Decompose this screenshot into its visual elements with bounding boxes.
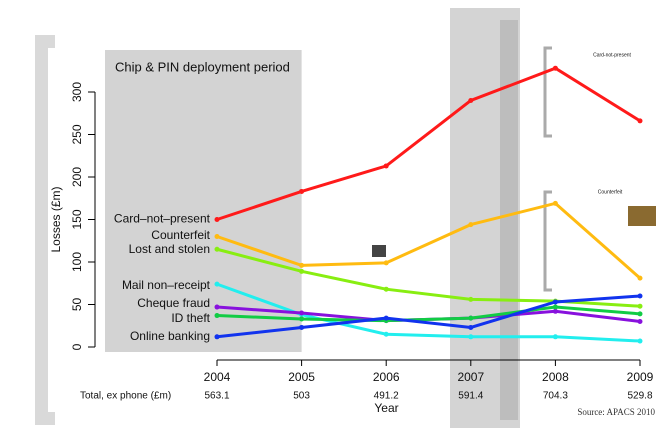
y-tick-label: 300 [70,82,84,102]
point [637,319,643,324]
series-label: Cheque fraud [137,296,210,310]
point [637,118,643,124]
point [299,324,305,330]
point [468,315,474,321]
point [552,304,558,310]
x-tick-label: 2008 [542,370,569,384]
point [637,311,643,317]
total-value: 529.8 [627,391,652,402]
series-label: Online banking [130,329,210,343]
series-line [216,282,641,343]
y-tick-label: 50 [70,298,84,312]
point [214,304,220,310]
series-label: ID theft [171,311,210,325]
x-tick-label: 2007 [457,370,484,384]
y-tick-label: 250 [70,124,84,144]
point [637,303,643,309]
point [637,338,643,344]
point [383,331,389,337]
point [383,163,389,169]
point [552,200,558,206]
inset-title: Counterfeit [598,189,623,195]
x-tick-label: 2005 [288,370,315,384]
point [299,310,305,316]
point [468,324,474,330]
totals-label: Total, ex phone (£m) [80,391,171,402]
y-tick-label: 150 [70,209,84,229]
source: Source: APACS 2010 [577,407,655,417]
series-label: Card–not–present [114,212,211,226]
series-line [216,294,641,339]
y-tick-label: 200 [70,167,84,187]
point [468,334,474,340]
point [299,268,305,274]
inset-bracket [543,46,552,138]
point [468,296,474,302]
point [468,222,474,228]
point [214,334,220,340]
shaded-label: Chip & PIN deployment period [115,59,290,74]
y-tick-label: 100 [70,252,84,272]
series-label: Counterfeit [151,228,210,242]
point [299,188,305,194]
y-tick-label: 0 [70,343,84,350]
series-line [216,66,641,221]
bracket-left [35,35,55,425]
point [214,234,220,239]
x-tick-label: 2004 [204,370,231,384]
point [552,308,558,314]
y-axis-label: Losses (£m) [49,186,63,252]
point [383,260,389,266]
point [552,334,558,340]
total-value: 704.3 [543,391,568,402]
bracket-band-dark [500,20,518,420]
icon [372,245,386,257]
series-label: Mail non–receipt [122,278,211,292]
point [637,275,643,281]
point [552,65,558,71]
x-tick-label: 2009 [627,370,654,384]
point [214,217,220,222]
series-line [216,201,641,280]
point [383,286,389,292]
point [214,313,220,319]
point [299,262,305,268]
inset-bracket [543,190,552,292]
x-axis-label: Year [374,401,398,415]
point [214,281,220,287]
point [637,293,643,299]
point [299,316,305,322]
x-tick-label: 2006 [373,370,400,384]
total-value: 491.2 [374,391,399,402]
point [214,246,220,252]
inset-title: Card-not-present [593,52,631,58]
series-line [216,305,641,323]
series-label: Lost and stolen [129,242,210,256]
total-value: 563.1 [204,391,229,402]
total-value: 503 [293,391,310,402]
total-value: 591.4 [458,391,483,402]
point [383,315,389,321]
point [468,98,474,103]
point [552,299,558,305]
inset-image [628,206,656,226]
